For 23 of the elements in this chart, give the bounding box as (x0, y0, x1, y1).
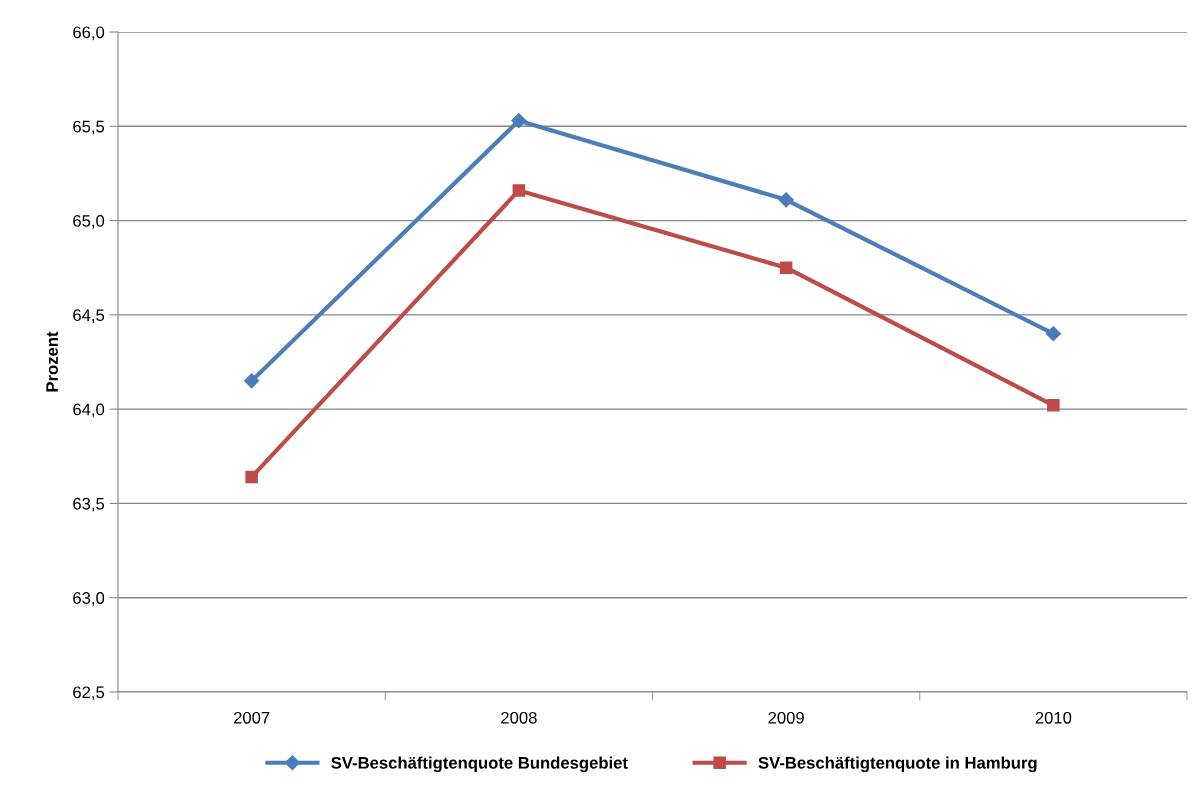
point (244, 373, 260, 389)
point (778, 192, 794, 208)
point (779, 261, 793, 274)
x-tick-label: 2008 (501, 711, 537, 724)
x-tick-label: 2007 (233, 711, 270, 724)
y-axis-title: Prozent (46, 331, 58, 392)
point (511, 113, 527, 129)
y-tick-label: 64,0 (73, 403, 105, 418)
y-tick-label: 65,0 (73, 214, 105, 229)
y-tick-label: 65,5 (73, 120, 105, 135)
y-tick-label: 63,0 (73, 592, 105, 606)
y-tick-label: 63,5 (73, 497, 105, 512)
y-tick-label: 64,5 (73, 309, 105, 324)
point (245, 470, 258, 484)
point (1047, 399, 1060, 412)
point (512, 184, 526, 197)
legend-label: SV-Beschäftigtenquote Bundesgebiet (331, 756, 628, 773)
y-tick-label: 62,5 (73, 686, 105, 701)
legend-label: SV-Beschäftigtenquote in Hamburg (758, 756, 1037, 773)
x-tick-label: 2009 (768, 711, 804, 724)
y-tick-label: 66,0 (73, 26, 105, 41)
x-tick-label: 2010 (1035, 711, 1072, 724)
point (1045, 326, 1061, 342)
